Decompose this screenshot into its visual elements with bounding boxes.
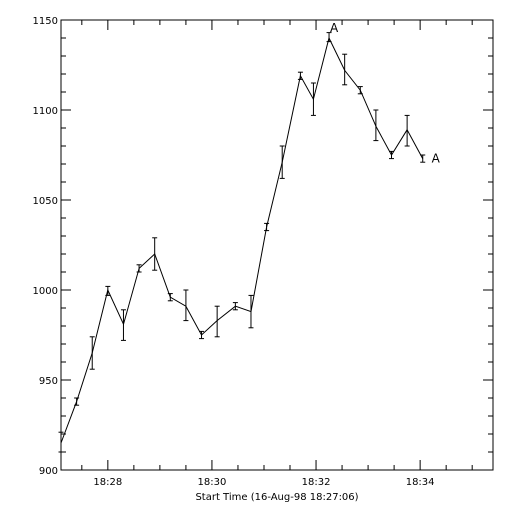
error-bar (389, 150, 395, 160)
x-tick-label: 18:34 (406, 477, 435, 488)
x-axis-ticks: 18:28 18:30 18:32 18:34 (81, 20, 473, 488)
y-tick-label: 950 (39, 376, 58, 387)
y-tick-label: 1150 (33, 16, 58, 27)
y-tick-label: 1100 (33, 106, 58, 117)
error-bar (404, 114, 410, 147)
error-bar (152, 237, 158, 271)
error-bar (89, 336, 95, 370)
annotation-label: A (330, 21, 339, 35)
error-bar (214, 305, 220, 338)
error-bar (357, 86, 363, 95)
x-axis-label: Start Time (16-Aug-98 18:27:06) (195, 492, 358, 503)
error-bar (105, 285, 111, 296)
error-bar (167, 293, 173, 302)
error-bar (297, 71, 303, 80)
error-bar (326, 32, 332, 43)
error-bar (373, 109, 379, 142)
x-tick-label: 18:32 (302, 477, 331, 488)
x-tick-label: 18:30 (198, 477, 227, 488)
series-layer (58, 32, 426, 453)
plot-frame (60, 19, 494, 471)
annotation-layer: AA (330, 21, 441, 166)
error-bar (420, 154, 426, 163)
annotation-label: A (432, 152, 441, 166)
x-tick-label: 18:28 (93, 477, 122, 488)
error-bar (264, 222, 270, 232)
y-tick-label: 1050 (33, 196, 58, 207)
error-bar (310, 82, 316, 116)
y-tick-label: 900 (39, 466, 58, 477)
error-bar (183, 289, 189, 322)
error-bar (342, 53, 348, 86)
series-line (60, 36, 424, 444)
error-bar (120, 309, 126, 341)
error-bar (279, 145, 285, 179)
y-tick-label: 1000 (33, 286, 58, 297)
error-bar (199, 330, 205, 340)
error-bar (248, 294, 254, 329)
error-bar (58, 431, 64, 453)
y-axis-ticks: 900 950 1000 1050 1100 1150 (33, 16, 493, 477)
error-bar (74, 397, 80, 406)
error-bar (232, 302, 238, 311)
error-bar (136, 264, 142, 273)
